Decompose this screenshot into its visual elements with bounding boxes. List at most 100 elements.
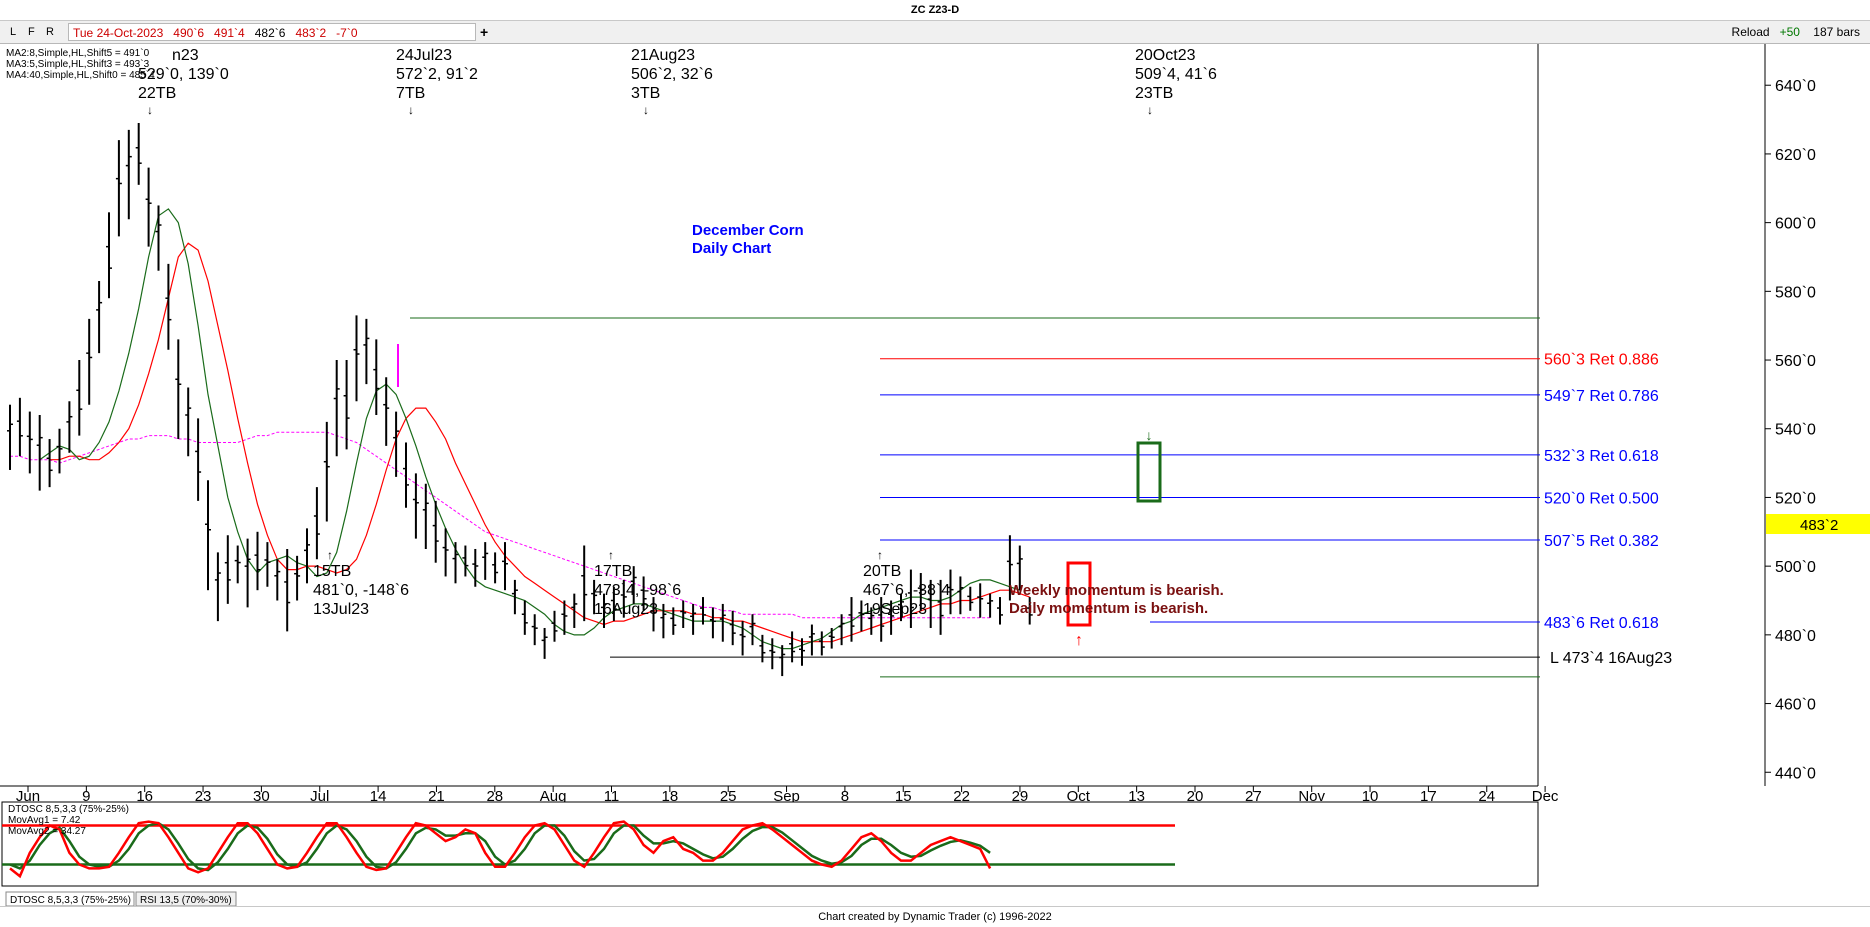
top-annotation-value: 529`0, 139`0 <box>138 66 229 83</box>
footer-credit: Chart created by Dynamic Trader (c) 1996… <box>0 906 1870 927</box>
ma-fast-line <box>39 208 1020 650</box>
x-tick-label: 20 <box>1187 788 1204 805</box>
x-tick-label: Nov <box>1298 788 1325 805</box>
current-price-label: 483`2 <box>1800 517 1838 534</box>
down-arrow-icon: ↓ <box>408 103 414 117</box>
current-price-badge <box>1766 514 1870 534</box>
bottom-annotation-3: ↑ 20TB 467`6, -38`4 19Sep23 <box>863 548 950 618</box>
x-tick-label: 10 <box>1362 788 1379 805</box>
bottom-annotation-date: 16Aug23 <box>594 601 658 618</box>
tab-rsi[interactable] <box>135 891 237 906</box>
x-tick-label: 18 <box>662 788 679 805</box>
top-annotation-tb: 23TB <box>1135 85 1173 102</box>
quote-high: 491`4 <box>214 26 245 40</box>
quote-open: 490`6 <box>173 26 204 40</box>
toolbar-right: Reload +50 187 bars <box>1732 21 1860 43</box>
price-axis: 640`0 620`0 600`0 580`0 560`0 540`0 520`0 500`0… <box>1765 78 1816 782</box>
up-arrow-icon: ↑ <box>327 548 333 562</box>
daily-momentum-note: Daily momentum is bearish. <box>1009 600 1208 617</box>
ma-fast-series <box>39 208 1020 650</box>
level-label: L 473`4 16Aug23 <box>1550 650 1672 667</box>
red-signal-box <box>1066 561 1092 627</box>
bars-delta[interactable]: +50 <box>1779 25 1800 39</box>
bottom-annotation-tb: 20TB <box>863 563 901 580</box>
add-tab-button[interactable]: + <box>480 24 489 40</box>
x-tick-label: 21 <box>428 788 445 805</box>
top-annotation-1: n23 529`0, 139`0 22TB ↓ <box>138 47 229 117</box>
osc-fast-series <box>9 820 992 879</box>
top-annotation-date: 20Oct23 <box>1135 47 1196 64</box>
level-label: 483`6 Ret 0.618 <box>1544 615 1659 632</box>
top-annotation-date: 21Aug23 <box>631 47 695 64</box>
x-tick-label: 15 <box>895 788 912 805</box>
ma2-legend: MA2:8,Simple,HL,Shift5 = 491`0 <box>6 47 150 59</box>
bottom-annotation-tb: 17TB <box>594 563 632 580</box>
bottom-annotation-2: ↑ 17TB 473`4, -98`6 16Aug23 <box>594 548 681 618</box>
toolbar: L F R Tue 24-Oct-2023 490`6 491`4 482`6 … <box>0 21 1870 44</box>
y-tick-label: 560`0 <box>1775 353 1816 370</box>
top-annotation-3: 21Aug23 506`2, 32`6 3TB ↓ <box>631 47 713 117</box>
y-tick-label: 620`0 <box>1775 147 1816 164</box>
ma-slow-series <box>49 242 1030 643</box>
x-tick-label: 22 <box>953 788 970 805</box>
x-tick-label: 9 <box>82 788 90 805</box>
price-chart[interactable]: 560`3 Ret 0.886 549`7 Ret 0.786 532`3 Ret … <box>0 44 1870 906</box>
osc-legend-mov2: MovAvg2 = 34.27 <box>8 826 86 837</box>
tab-l[interactable]: L <box>10 26 17 38</box>
level-label: 520`0 Ret 0.500 <box>1544 490 1659 507</box>
tab-f[interactable]: F <box>28 26 35 38</box>
y-tick-label: 520`0 <box>1775 490 1816 507</box>
x-tick-label: 29 <box>1012 788 1029 805</box>
x-tick-label: 30 <box>253 788 270 805</box>
date-axis: Jun 9 16 23 30 Jul 14 21 28 Aug 11 18 25 Sep 8 15 22 29 Oc… <box>16 786 1559 805</box>
bars-count: 187 bars <box>1813 25 1860 39</box>
level-label: 507`5 Ret 0.382 <box>1544 533 1659 550</box>
quote-close: 483`2 <box>295 26 327 40</box>
price-bars <box>7 123 1033 677</box>
bottom-annotation-value: 481`0, -148`6 <box>313 582 409 599</box>
up-arrow-icon: ↑ <box>877 548 883 562</box>
top-annotation-value: 509`4, 41`6 <box>1135 66 1217 83</box>
top-annotation-value: 572`2, 91`2 <box>396 66 478 83</box>
top-annotation-tb: 3TB <box>631 85 660 102</box>
y-tick-label: 540`0 <box>1775 422 1816 439</box>
y-tick-label: 640`0 <box>1775 78 1816 95</box>
bottom-annotation-tb: 15TB <box>313 563 351 580</box>
x-tick-label: 24 <box>1478 788 1495 805</box>
level-lines <box>410 317 1540 678</box>
y-tick-label: 500`0 <box>1775 559 1816 576</box>
x-tick-label: 23 <box>195 788 212 805</box>
down-arrow-icon: ↓ <box>147 103 153 117</box>
tab-dtosc[interactable] <box>5 891 135 906</box>
top-annotation-date: 24Jul23 <box>396 47 452 64</box>
x-tick-label: 11 <box>604 788 620 805</box>
quote-date: Tue 24-Oct-2023 <box>73 26 164 40</box>
top-annotation-tb: 22TB <box>138 85 176 102</box>
bottom-annotation-value: 473`4, -98`6 <box>594 582 681 599</box>
window-title: ZC Z23-D <box>0 0 1870 21</box>
quote-box: Tue 24-Oct-2023 490`6 491`4 482`6 483`2 … <box>68 23 476 41</box>
level-label: 560`3 Ret 0.886 <box>1544 352 1659 369</box>
chart-title-line1: December Corn <box>692 222 804 239</box>
level-label: 532`3 Ret 0.618 <box>1544 448 1659 465</box>
x-tick-label: Dec <box>1532 788 1559 805</box>
osc-legend-title: DTOSC 8,5,3,3 (75%-25%) <box>8 804 129 815</box>
y-tick-label: 480`0 <box>1775 628 1816 645</box>
down-arrow-icon: ↓ <box>643 103 649 117</box>
top-annotation-date: n23 <box>172 47 199 64</box>
tab-dtosc-label: DTOSC 8,5,3,3 (75%-25%) <box>10 895 131 906</box>
ma4-legend: MA4:40,Simple,HL,Shift0 = 485`4 <box>6 69 155 81</box>
x-tick-label: Aug <box>540 788 567 805</box>
x-tick-label: 13 <box>1128 788 1145 805</box>
top-annotation-tb: 7TB <box>396 85 425 102</box>
tab-r[interactable]: R <box>46 26 54 38</box>
bottom-annotation-1: ↑ 15TB 481`0, -148`6 13Jul23 <box>313 548 409 618</box>
y-tick-label: 460`0 <box>1775 697 1816 714</box>
x-tick-label: 28 <box>486 788 503 805</box>
reload-button[interactable]: Reload <box>1731 25 1770 39</box>
tab-rsi-label: RSI 13,5 (70%-30%) <box>140 895 232 906</box>
y-tick-label: 440`0 <box>1775 765 1816 782</box>
x-tick-label: 27 <box>1245 788 1262 805</box>
red-up-arrow-icon: ↑ <box>1075 632 1083 649</box>
y-tick-label: 580`0 <box>1775 284 1816 301</box>
